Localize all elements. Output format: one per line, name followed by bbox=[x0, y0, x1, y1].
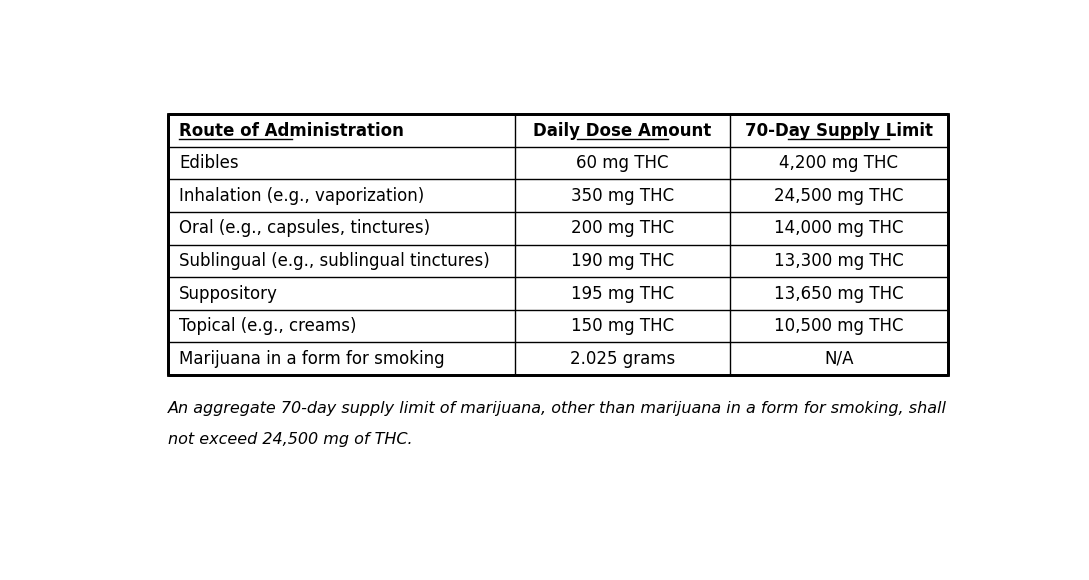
Text: 2.025 grams: 2.025 grams bbox=[570, 350, 675, 368]
Text: not exceed 24,500 mg of THC.: not exceed 24,500 mg of THC. bbox=[168, 432, 413, 447]
Text: Route of Administration: Route of Administration bbox=[180, 122, 404, 140]
Text: 13,650 mg THC: 13,650 mg THC bbox=[774, 285, 904, 303]
Text: 350 mg THC: 350 mg THC bbox=[571, 187, 674, 205]
Text: 13,300 mg THC: 13,300 mg THC bbox=[774, 252, 904, 270]
Text: 60 mg THC: 60 mg THC bbox=[576, 154, 669, 172]
Text: 150 mg THC: 150 mg THC bbox=[571, 317, 674, 335]
Text: Inhalation (e.g., vaporization): Inhalation (e.g., vaporization) bbox=[180, 187, 425, 205]
Text: Daily Dose Amount: Daily Dose Amount bbox=[534, 122, 711, 140]
Text: Topical (e.g., creams): Topical (e.g., creams) bbox=[180, 317, 357, 335]
Text: 4,200 mg THC: 4,200 mg THC bbox=[780, 154, 898, 172]
Text: 195 mg THC: 195 mg THC bbox=[571, 285, 674, 303]
Text: 10,500 mg THC: 10,500 mg THC bbox=[774, 317, 904, 335]
Bar bbox=[168, 114, 949, 375]
Text: Edibles: Edibles bbox=[180, 154, 238, 172]
Text: 14,000 mg THC: 14,000 mg THC bbox=[774, 219, 904, 237]
Text: 24,500 mg THC: 24,500 mg THC bbox=[774, 187, 904, 205]
Text: 190 mg THC: 190 mg THC bbox=[571, 252, 674, 270]
Text: An aggregate 70-day supply limit of marijuana, other than marijuana in a form fo: An aggregate 70-day supply limit of mari… bbox=[168, 401, 947, 416]
Text: Sublingual (e.g., sublingual tinctures): Sublingual (e.g., sublingual tinctures) bbox=[180, 252, 490, 270]
Text: 70-Day Supply Limit: 70-Day Supply Limit bbox=[745, 122, 933, 140]
Text: Marijuana in a form for smoking: Marijuana in a form for smoking bbox=[180, 350, 444, 368]
Text: Oral (e.g., capsules, tinctures): Oral (e.g., capsules, tinctures) bbox=[180, 219, 430, 237]
Text: N/A: N/A bbox=[824, 350, 854, 368]
Text: Suppository: Suppository bbox=[180, 285, 278, 303]
Text: 200 mg THC: 200 mg THC bbox=[571, 219, 674, 237]
